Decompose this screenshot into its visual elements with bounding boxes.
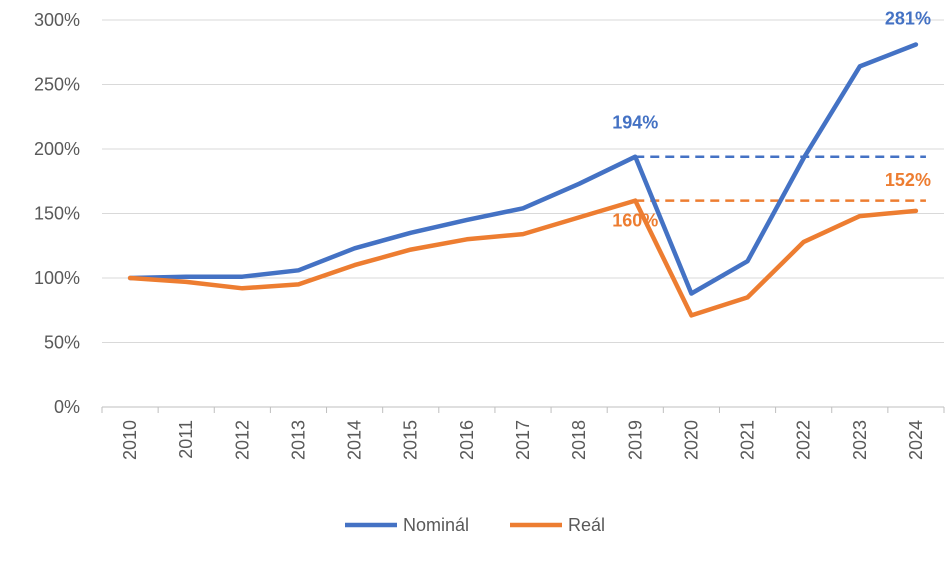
data-label: 160% — [612, 211, 658, 231]
x-tick-label: 2020 — [681, 420, 701, 460]
x-tick-label: 2017 — [513, 420, 533, 460]
x-axis-ticks: 2010 2011 2012 2013 2014 2015 2016 2017 2018 2019… — [101, 407, 945, 460]
annotations: 194% 160% 281% 152% — [612, 9, 931, 231]
y-tick-label: 250% — [34, 75, 80, 95]
x-tick-label: 2016 — [457, 420, 477, 460]
x-tick-label: 2012 — [232, 420, 252, 460]
data-label: 152% — [885, 170, 931, 190]
x-tick-label: 2015 — [401, 420, 421, 460]
data-label: 194% — [612, 113, 658, 133]
legend: Nominál Reál — [345, 515, 605, 535]
legend-label-nominal: Nominál — [403, 515, 469, 535]
y-axis-ticks: 0% 50% 100% 150% 200% 250% 300% — [34, 10, 80, 417]
gridlines — [102, 19, 944, 408]
x-tick-label: 2022 — [794, 420, 814, 460]
x-tick-label: 2010 — [120, 420, 140, 460]
y-tick-label: 50% — [44, 333, 80, 353]
series-lines — [127, 42, 919, 318]
x-tick-label: 2021 — [738, 420, 758, 460]
data-label: 281% — [885, 9, 931, 29]
y-tick-label: 0% — [54, 397, 80, 417]
y-tick-label: 300% — [34, 10, 80, 30]
y-tick-label: 200% — [34, 139, 80, 159]
reference-lines — [635, 155, 926, 202]
x-tick-label: 2023 — [850, 420, 870, 460]
x-tick-label: 2013 — [288, 420, 308, 460]
x-tick-label: 2024 — [906, 420, 926, 460]
legend-label-real: Reál — [568, 515, 605, 535]
x-tick-label: 2018 — [569, 420, 589, 460]
y-tick-label: 100% — [34, 268, 80, 288]
x-tick-label: 2014 — [345, 420, 365, 460]
series-line-nominal — [127, 42, 919, 296]
x-tick-label: 2011 — [176, 420, 196, 459]
y-tick-label: 150% — [34, 204, 80, 224]
series-line-real — [127, 198, 919, 318]
x-tick-label: 2019 — [625, 420, 645, 460]
